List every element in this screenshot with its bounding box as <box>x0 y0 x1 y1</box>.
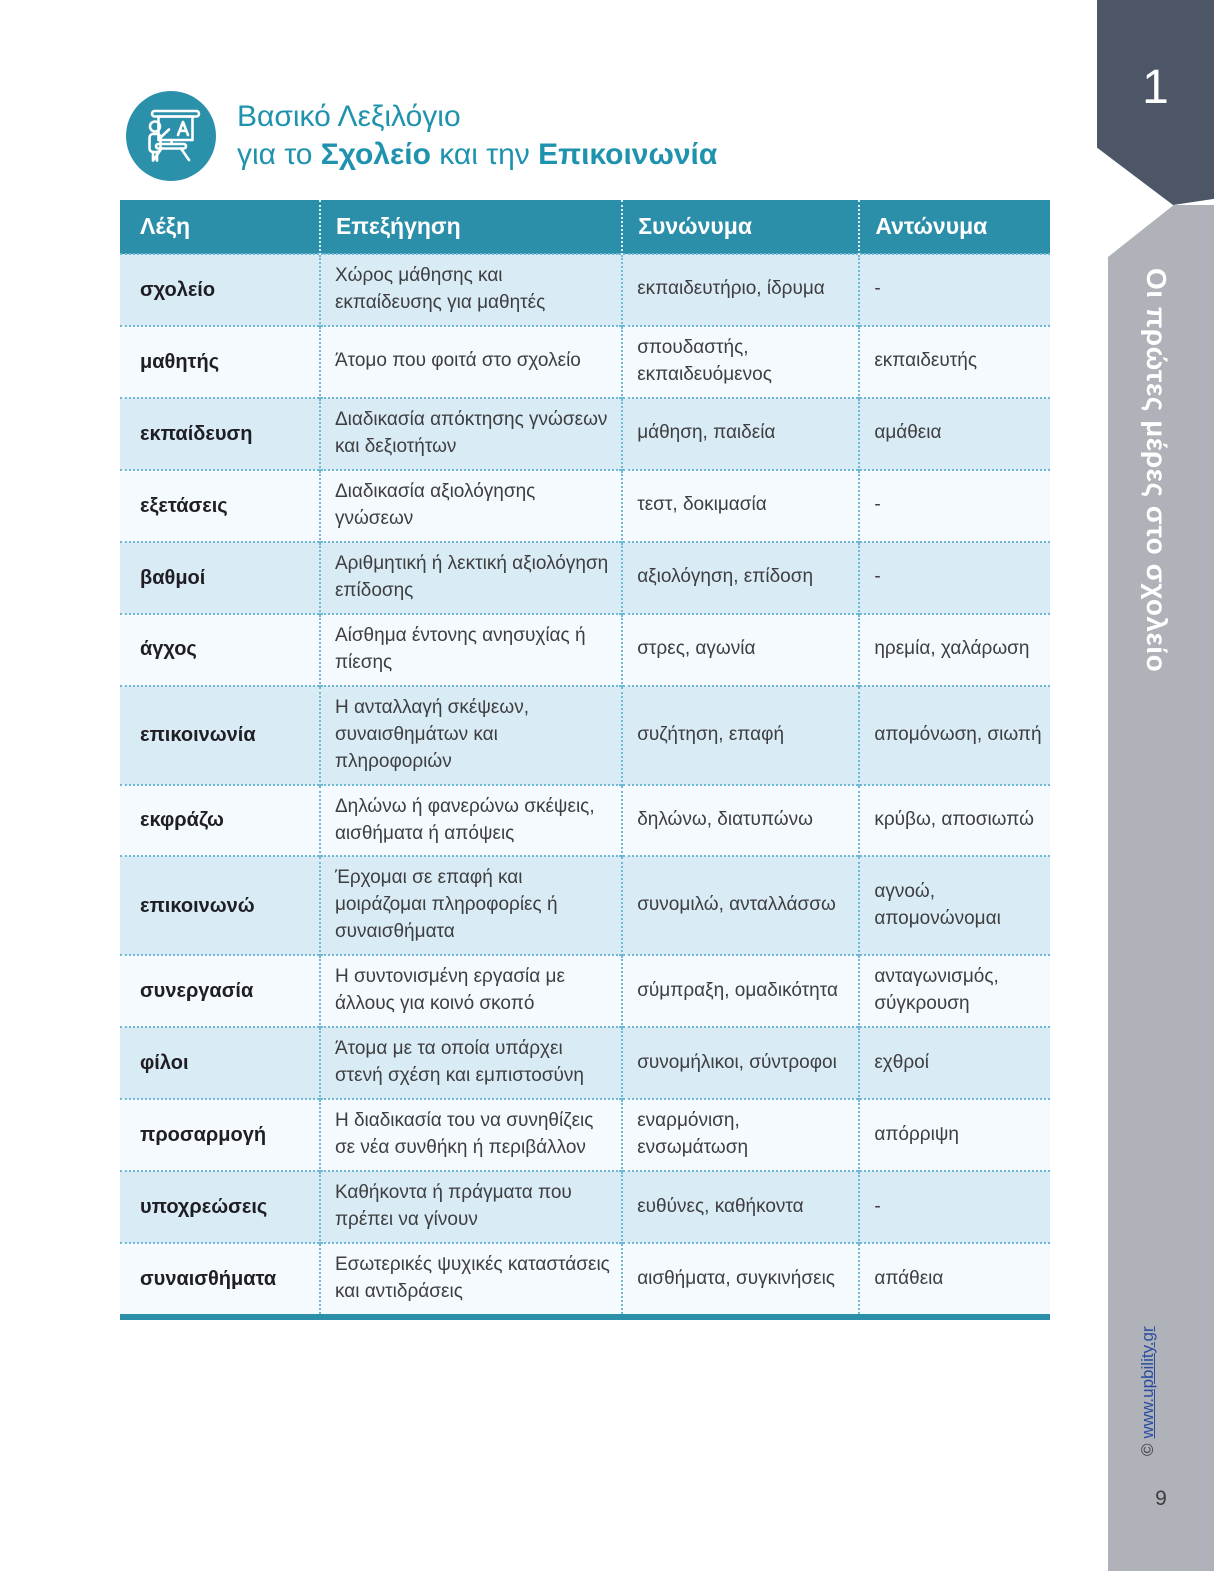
vocabulary-table: Λέξη Επεξήγηση Συνώνυμα Αντώνυμα σχολείο… <box>120 200 1050 1321</box>
word-cell: εκφράζω <box>140 809 224 832</box>
chapter-number: 1 <box>1142 61 1169 114</box>
word-cell: επικοινωνώ <box>140 894 255 917</box>
synonyms-cell: μάθηση, παιδεία <box>621 397 860 470</box>
word-cell: επικοινωνία <box>140 723 256 746</box>
title-line2-prefix: για το <box>237 138 321 171</box>
explanation-cell: Αριθμητική ή λεκτική αξιολόγηση επίδοσης <box>318 541 623 614</box>
antonyms-cell: απομόνωση, σιωπή <box>858 685 1050 785</box>
antonyms-cell: - <box>858 469 1050 542</box>
synonyms-cell: συνομήλικοι, σύντροφοι <box>621 1027 860 1100</box>
word-cell: υποχρεώσεις <box>140 1195 268 1218</box>
antonyms-cell: ηρεμία, χαλάρωση <box>858 613 1050 686</box>
table-row: εκφράζω Δηλώνω ή φανερώνω σκέψεις, αισθή… <box>120 784 1050 857</box>
table-row: μαθητής Άτομο που φοιτά στο σχολείο σπου… <box>120 325 1050 398</box>
explanation-cell: Άτομα με τα οποία υπάρχει στενή σχέση κα… <box>318 1027 623 1100</box>
table-row: επικοινωνία Η ανταλλαγή σκέψεων, συναισθ… <box>120 685 1050 785</box>
sidebar-chapter-title: Οι πρώτες μέρες στο σχολείο <box>1141 268 1172 673</box>
table-row: συναισθήματα Εσωτερικές ψυχικές καταστάσ… <box>120 1243 1050 1315</box>
synonyms-cell: σπουδαστής, εκπαιδευόμενος <box>621 325 860 398</box>
explanation-cell: Η ανταλλαγή σκέψεων, συναισθημάτων και π… <box>318 685 623 785</box>
synonyms-cell: συζήτηση, επαφή <box>621 685 860 785</box>
table-header-row: Λέξη Επεξήγηση Συνώνυμα Αντώνυμα <box>120 200 1050 254</box>
table-row: συνεργασία Η συντονισμένη εργασία με άλλ… <box>120 955 1050 1028</box>
table-row: προσαρμογή Η διαδικασία του να συνηθίζει… <box>120 1099 1050 1172</box>
table-row: υποχρεώσεις Καθήκοντα ή πράγματα που πρέ… <box>120 1171 1050 1244</box>
page-number: 9 <box>1155 1487 1167 1510</box>
explanation-cell: Η συντονισμένη εργασία με άλλους για κοι… <box>318 955 623 1028</box>
word-cell: συναισθήματα <box>140 1267 277 1290</box>
page-title: Βασικό Λεξιλόγιο για το Σχολείο και την … <box>237 98 717 174</box>
explanation-cell: Διαδικασία απόκτησης γνώσεων και δεξιοτή… <box>318 397 623 470</box>
table-row: άγχος Αίσθημα έντονης ανησυχίας ή πίεσης… <box>120 613 1050 686</box>
synonyms-cell: εναρμόνιση, ενσωμάτωση <box>621 1099 860 1172</box>
explanation-cell: Η διαδικασία του να συνηθίζεις σε νέα συ… <box>318 1099 623 1172</box>
synonyms-cell: αξιολόγηση, επίδοση <box>621 541 860 614</box>
antonyms-cell: εκπαιδευτής <box>858 325 1050 398</box>
antonyms-cell: - <box>858 541 1050 614</box>
upbility-link[interactable]: www.upbility.gr <box>1138 1326 1157 1439</box>
word-cell: φίλοι <box>140 1052 189 1075</box>
word-cell: εξετάσεις <box>140 494 228 517</box>
word-cell: μαθητής <box>140 350 220 373</box>
presentation-board-icon <box>125 90 217 182</box>
synonyms-cell: εκπαιδευτήριο, ίδρυμα <box>621 254 860 326</box>
word-cell: άγχος <box>140 638 197 661</box>
antonyms-cell: - <box>858 254 1050 326</box>
title-line-2: για το Σχολείο και την Επικοινωνία <box>237 136 717 174</box>
chapter-tab: 1 <box>1097 0 1214 205</box>
synonyms-cell: τεστ, δοκιμασία <box>621 469 860 542</box>
table-row: εκπαίδευση Διαδικασία απόκτησης γνώσεων … <box>120 397 1050 470</box>
table-row: εξετάσεις Διαδικασία αξιολόγησης γνώσεων… <box>120 469 1050 542</box>
synonyms-cell: σύμπραξη, ομαδικότητα <box>621 955 860 1028</box>
antonyms-cell: κρύβω, αποσιωπώ <box>858 784 1050 857</box>
title-line2-bold-communication: Επικοινωνία <box>538 138 718 171</box>
vocab-table: Λέξη Επεξήγηση Συνώνυμα Αντώνυμα σχολείο… <box>120 200 1050 1315</box>
synonyms-cell: στρες, αγωνία <box>621 613 860 686</box>
copyright-symbol: © <box>1138 1443 1157 1456</box>
word-cell: βαθμοί <box>140 566 206 589</box>
synonyms-cell: ευθύνες, καθήκοντα <box>621 1171 860 1244</box>
page-header: Βασικό Λεξιλόγιο για το Σχολείο και την … <box>125 90 717 182</box>
table-row: βαθμοί Αριθμητική ή λεκτική αξιολόγηση ε… <box>120 541 1050 614</box>
explanation-cell: Χώρος μάθησης και εκπαίδευσης για μαθητέ… <box>318 254 623 326</box>
antonyms-cell: - <box>858 1171 1050 1244</box>
antonyms-cell: αγνοώ, απομονώνομαι <box>858 856 1050 956</box>
title-line2-middle: και την <box>430 138 539 171</box>
explanation-cell: Έρχομαι σε επαφή και μοιράζομαι πληροφορ… <box>318 856 623 956</box>
column-header-antonyms: Αντώνυμα <box>858 200 1050 254</box>
explanation-cell: Εσωτερικές ψυχικές καταστάσεις και αντιδ… <box>318 1243 623 1315</box>
word-cell: συνεργασία <box>140 980 254 1003</box>
synonyms-cell: δηλώνω, διατυπώνω <box>621 784 860 857</box>
antonyms-cell: απόρριψη <box>858 1099 1050 1172</box>
explanation-cell: Άτομο που φοιτά στο σχολείο <box>318 325 623 398</box>
word-cell: σχολείο <box>140 278 216 301</box>
antonyms-cell: εχθροί <box>858 1027 1050 1100</box>
synonyms-cell: αισθήματα, συγκινήσεις <box>621 1243 860 1315</box>
antonyms-cell: αμάθεια <box>858 397 1050 470</box>
synonyms-cell: συνομιλώ, ανταλλάσσω <box>621 856 860 956</box>
explanation-cell: Διαδικασία αξιολόγησης γνώσεων <box>318 469 623 542</box>
table-row: σχολείο Χώρος μάθησης και εκπαίδευσης γι… <box>120 254 1050 326</box>
column-header-explanation: Επεξήγηση <box>318 200 623 254</box>
table-row: φίλοι Άτομα με τα οποία υπάρχει στενή σχ… <box>120 1027 1050 1100</box>
sidebar-strip <box>1108 205 1214 1571</box>
column-header-word: Λέξη <box>120 200 320 254</box>
vocab-table-body: σχολείο Χώρος μάθησης και εκπαίδευσης γι… <box>120 254 1050 1315</box>
explanation-cell: Δηλώνω ή φανερώνω σκέψεις, αισθήματα ή α… <box>318 784 623 857</box>
table-row: επικοινωνώ Έρχομαι σε επαφή και μοιράζομ… <box>120 856 1050 956</box>
antonyms-cell: απάθεια <box>858 1243 1050 1315</box>
table-bottom-border <box>120 1314 1050 1321</box>
word-cell: προσαρμογή <box>140 1124 267 1147</box>
title-line2-bold-school: Σχολείο <box>320 138 431 171</box>
antonyms-cell: ανταγωνισμός, σύγκρουση <box>858 955 1050 1028</box>
explanation-cell: Αίσθημα έντονης ανησυχίας ή πίεσης <box>318 613 623 686</box>
copyright-notice: © www.upbility.gr <box>1138 1326 1158 1456</box>
title-line-1: Βασικό Λεξιλόγιο <box>237 100 461 133</box>
explanation-cell: Καθήκοντα ή πράγματα που πρέπει να γίνου… <box>318 1171 623 1244</box>
column-header-synonyms: Συνώνυμα <box>621 200 860 254</box>
word-cell: εκπαίδευση <box>140 422 253 445</box>
